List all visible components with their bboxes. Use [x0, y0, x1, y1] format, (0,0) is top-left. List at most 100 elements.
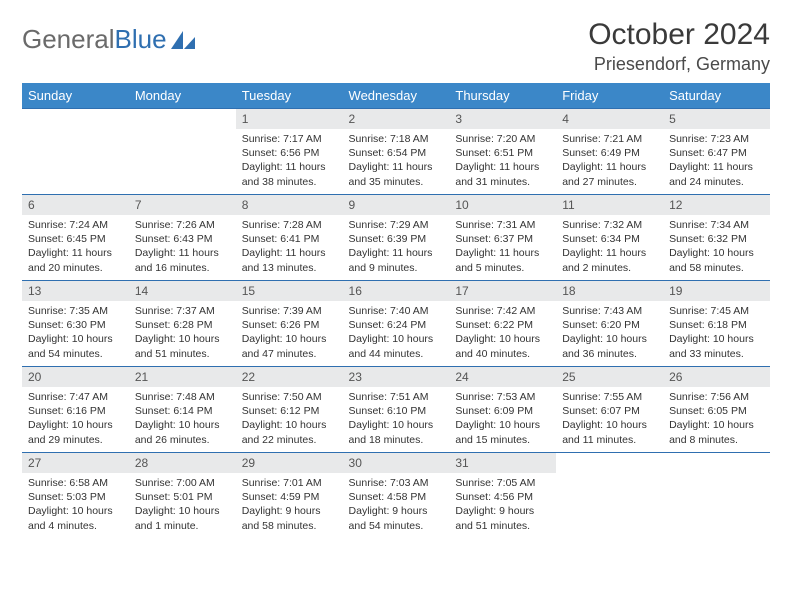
sunrise-line: Sunrise: 7:26 AM	[135, 218, 230, 232]
calendar-cell: 13Sunrise: 7:35 AMSunset: 6:30 PMDayligh…	[22, 281, 129, 367]
sunrise-line: Sunrise: 7:01 AM	[242, 476, 337, 490]
day-number: 9	[343, 195, 450, 215]
calendar-cell: 21Sunrise: 7:48 AMSunset: 6:14 PMDayligh…	[129, 367, 236, 453]
day-number: 27	[22, 453, 129, 473]
day-content: Sunrise: 7:28 AMSunset: 6:41 PMDaylight:…	[236, 215, 343, 279]
day-number: 1	[236, 109, 343, 129]
sunrise-line: Sunrise: 7:42 AM	[455, 304, 550, 318]
sunrise-line: Sunrise: 7:24 AM	[28, 218, 123, 232]
daylight-line: Daylight: 10 hours and 11 minutes.	[562, 418, 657, 446]
daylight-line: Daylight: 11 hours and 9 minutes.	[349, 246, 444, 274]
logo-text-blue: Blue	[115, 24, 167, 55]
day-number: 2	[343, 109, 450, 129]
sunrise-line: Sunrise: 7:51 AM	[349, 390, 444, 404]
day-number: 3	[449, 109, 556, 129]
calendar-cell: 11Sunrise: 7:32 AMSunset: 6:34 PMDayligh…	[556, 195, 663, 281]
sunset-line: Sunset: 6:51 PM	[455, 146, 550, 160]
calendar-cell: 7Sunrise: 7:26 AMSunset: 6:43 PMDaylight…	[129, 195, 236, 281]
calendar-cell: 5Sunrise: 7:23 AMSunset: 6:47 PMDaylight…	[663, 109, 770, 195]
sunrise-line: Sunrise: 7:29 AM	[349, 218, 444, 232]
day-number: 13	[22, 281, 129, 301]
sunset-line: Sunset: 4:59 PM	[242, 490, 337, 504]
day-content: Sunrise: 7:43 AMSunset: 6:20 PMDaylight:…	[556, 301, 663, 365]
sunset-line: Sunset: 6:41 PM	[242, 232, 337, 246]
sunrise-line: Sunrise: 7:03 AM	[349, 476, 444, 490]
daylight-line: Daylight: 10 hours and 51 minutes.	[135, 332, 230, 360]
calendar-cell: 10Sunrise: 7:31 AMSunset: 6:37 PMDayligh…	[449, 195, 556, 281]
day-content: Sunrise: 7:01 AMSunset: 4:59 PMDaylight:…	[236, 473, 343, 537]
sunrise-line: Sunrise: 7:56 AM	[669, 390, 764, 404]
logo: GeneralBlue	[22, 18, 197, 55]
sunrise-line: Sunrise: 7:32 AM	[562, 218, 657, 232]
sunset-line: Sunset: 6:34 PM	[562, 232, 657, 246]
sunset-line: Sunset: 6:45 PM	[28, 232, 123, 246]
daylight-line: Daylight: 11 hours and 35 minutes.	[349, 160, 444, 188]
calendar-cell-empty	[22, 109, 129, 195]
calendar-cell: 9 Sunrise: 7:29 AMSunset: 6:39 PMDaylight…	[343, 195, 450, 281]
calendar-cell: 6Sunrise: 7:24 AMSunset: 6:45 PMDaylight…	[22, 195, 129, 281]
sunrise-line: Sunrise: 7:39 AM	[242, 304, 337, 318]
day-content: Sunrise: 7:40 AMSunset: 6:24 PMDaylight:…	[343, 301, 450, 365]
logo-sail-icon	[169, 29, 197, 51]
sunset-line: Sunset: 6:56 PM	[242, 146, 337, 160]
day-content: Sunrise: 7:47 AMSunset: 6:16 PMDaylight:…	[22, 387, 129, 451]
daylight-line: Daylight: 10 hours and 40 minutes.	[455, 332, 550, 360]
daylight-line: Daylight: 10 hours and 36 minutes.	[562, 332, 657, 360]
day-content: Sunrise: 7:20 AMSunset: 6:51 PMDaylight:…	[449, 129, 556, 193]
sunrise-line: Sunrise: 7:53 AM	[455, 390, 550, 404]
daylight-line: Daylight: 11 hours and 24 minutes.	[669, 160, 764, 188]
sunset-line: Sunset: 6:09 PM	[455, 404, 550, 418]
calendar-cell: 4Sunrise: 7:21 AMSunset: 6:49 PMDaylight…	[556, 109, 663, 195]
calendar-row: 20Sunrise: 7:47 AMSunset: 6:16 PMDayligh…	[22, 367, 770, 453]
calendar-row: 1Sunrise: 7:17 AMSunset: 6:56 PMDaylight…	[22, 109, 770, 195]
daylight-line: Daylight: 10 hours and 4 minutes.	[28, 504, 123, 532]
calendar-cell: 17Sunrise: 7:42 AMSunset: 6:22 PMDayligh…	[449, 281, 556, 367]
day-number: 21	[129, 367, 236, 387]
day-header: Saturday	[663, 83, 770, 109]
daylight-line: Daylight: 10 hours and 26 minutes.	[135, 418, 230, 446]
daylight-line: Daylight: 11 hours and 27 minutes.	[562, 160, 657, 188]
day-number: 28	[129, 453, 236, 473]
daylight-line: Daylight: 10 hours and 54 minutes.	[28, 332, 123, 360]
calendar-cell: 24 Sunrise: 7:53 AMSunset: 6:09 PMDayligh…	[449, 367, 556, 453]
day-number: 18	[556, 281, 663, 301]
calendar-cell: 1Sunrise: 7:17 AMSunset: 6:56 PMDaylight…	[236, 109, 343, 195]
sunrise-line: Sunrise: 7:40 AM	[349, 304, 444, 318]
day-number: 24	[449, 367, 556, 387]
day-number: 31	[449, 453, 556, 473]
sunrise-line: Sunrise: 7:43 AM	[562, 304, 657, 318]
day-number: 6	[22, 195, 129, 215]
day-number: 20	[22, 367, 129, 387]
daylight-line: Daylight: 10 hours and 33 minutes.	[669, 332, 764, 360]
sunrise-line: Sunrise: 7:21 AM	[562, 132, 657, 146]
daylight-line: Daylight: 11 hours and 16 minutes.	[135, 246, 230, 274]
day-content: Sunrise: 7:03 AMSunset: 4:58 PMDaylight:…	[343, 473, 450, 537]
daylight-line: Daylight: 11 hours and 2 minutes.	[562, 246, 657, 274]
daylight-line: Daylight: 10 hours and 18 minutes.	[349, 418, 444, 446]
sunrise-line: Sunrise: 7:50 AM	[242, 390, 337, 404]
day-content: Sunrise: 7:37 AMSunset: 6:28 PMDaylight:…	[129, 301, 236, 365]
day-content: Sunrise: 7:39 AMSunset: 6:26 PMDaylight:…	[236, 301, 343, 365]
logo-text-gray: General	[22, 24, 115, 55]
sunset-line: Sunset: 6:16 PM	[28, 404, 123, 418]
day-number: 22	[236, 367, 343, 387]
month-title: October 2024	[588, 18, 770, 52]
daylight-line: Daylight: 11 hours and 13 minutes.	[242, 246, 337, 274]
calendar-cell: 31Sunrise: 7:05 AMSunset: 4:56 PMDayligh…	[449, 453, 556, 539]
day-content: Sunrise: 7:17 AMSunset: 6:56 PMDaylight:…	[236, 129, 343, 193]
sunset-line: Sunset: 6:26 PM	[242, 318, 337, 332]
day-content: Sunrise: 7:05 AMSunset: 4:56 PMDaylight:…	[449, 473, 556, 537]
calendar-row: 6 Sunrise: 7:24 AMSunset: 6:45 PM Daylight…	[22, 195, 770, 281]
sunrise-line: Sunrise: 7:34 AM	[669, 218, 764, 232]
sunset-line: Sunset: 6:37 PM	[455, 232, 550, 246]
calendar-cell: 20Sunrise: 7:47 AMSunset: 6:16 PMDayligh…	[22, 367, 129, 453]
calendar-cell: 30Sunrise: 7:03 AMSunset: 4:58 PMDayligh…	[343, 453, 450, 539]
day-number: 30	[343, 453, 450, 473]
day-header: Monday	[129, 83, 236, 109]
sunset-line: Sunset: 6:10 PM	[349, 404, 444, 418]
calendar-cell-empty	[556, 453, 663, 539]
day-content: Sunrise: 7:56 AMSunset: 6:05 PMDaylight:…	[663, 387, 770, 451]
day-number: 19	[663, 281, 770, 301]
daylight-line: Daylight: 10 hours and 15 minutes.	[455, 418, 550, 446]
sunset-line: Sunset: 6:39 PM	[349, 232, 444, 246]
